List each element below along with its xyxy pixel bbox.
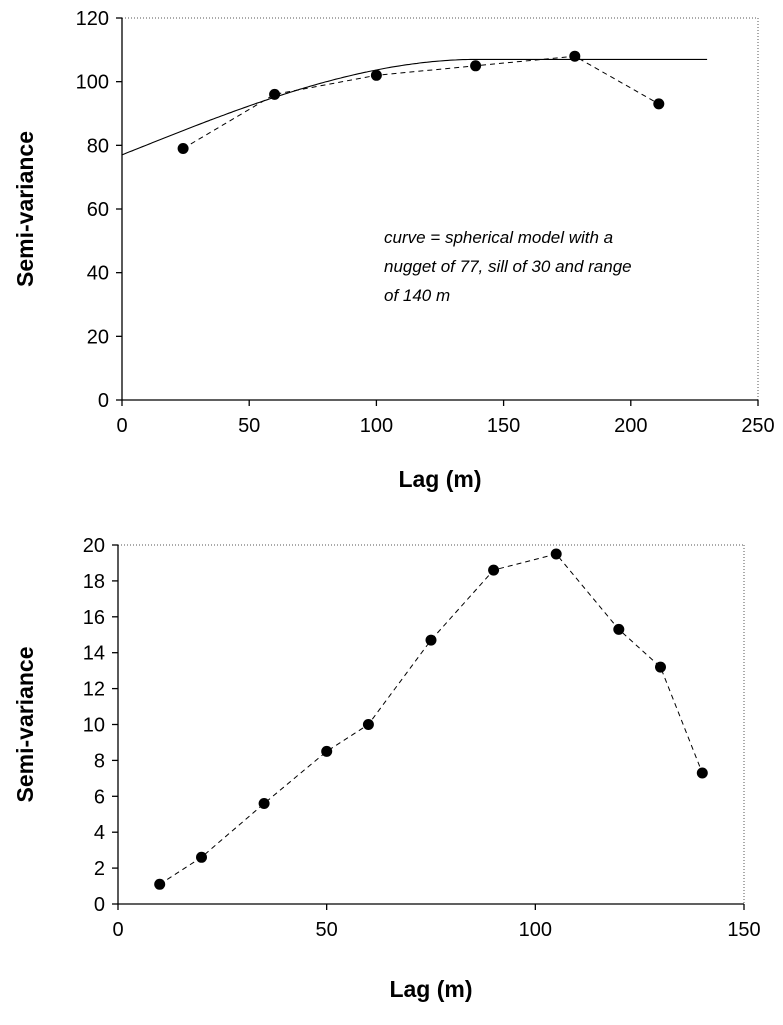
x-tick-label: 0 xyxy=(116,415,127,437)
annotation-line: curve = spherical model with a xyxy=(384,228,613,247)
x-tick-label: 200 xyxy=(614,415,647,437)
y-tick-label: 14 xyxy=(83,643,105,665)
data-point xyxy=(177,143,189,154)
y-tick-label: 10 xyxy=(83,715,105,737)
x-tick-label: 50 xyxy=(238,415,260,437)
data-point xyxy=(269,88,281,100)
y-tick-label: 18 xyxy=(83,571,105,593)
chart-top-semivariogram: 0 50 100 150 200 250 0 20 40 60 80 100 120 Lag (m) Sem… xyxy=(12,8,775,492)
data-point xyxy=(488,564,500,576)
data-point xyxy=(569,50,581,62)
y-axis-title: Semi-variance xyxy=(12,647,38,803)
data-point xyxy=(653,98,665,110)
y-tick-label: 4 xyxy=(94,822,105,844)
x-tick-label: 100 xyxy=(360,415,393,437)
series-dashed-line xyxy=(159,553,703,885)
y-tick-label: 100 xyxy=(76,72,109,94)
data-point xyxy=(258,798,270,809)
annotation-line: of 140 m xyxy=(384,286,450,305)
chart-bottom-semivariogram: 0 50 100 150 0 2 4 6 8 10 12 14 16 18 20 Lag (m) Semi-va… xyxy=(12,535,761,1002)
y-tick-label: 40 xyxy=(87,263,109,285)
y-tick-label: 12 xyxy=(83,679,105,701)
data-point xyxy=(370,69,382,81)
y-tick-label: 120 xyxy=(76,8,109,30)
series-dashed-line xyxy=(182,55,660,149)
y-axis-title: Semi-variance xyxy=(12,131,38,287)
data-point xyxy=(613,623,625,635)
x-tick-label: 100 xyxy=(519,919,552,941)
data-point xyxy=(321,745,333,757)
y-tick-label: 8 xyxy=(94,750,105,772)
data-point xyxy=(655,661,666,673)
annotation-line: nugget of 77, sill of 30 and range xyxy=(384,257,632,276)
y-tick-label: 20 xyxy=(83,535,105,557)
y-tick-label: 80 xyxy=(87,135,109,157)
x-tick-label: 150 xyxy=(727,919,760,941)
y-tick-label: 2 xyxy=(94,858,105,880)
data-point xyxy=(470,60,482,72)
x-axis-title: Lag (m) xyxy=(389,976,472,1002)
x-tick-label: 150 xyxy=(487,415,520,437)
x-axis-title: Lag (m) xyxy=(398,466,481,492)
data-point xyxy=(425,634,437,646)
data-point xyxy=(154,878,166,890)
x-tick-label: 50 xyxy=(316,919,338,941)
data-point xyxy=(196,851,207,863)
x-tick-label: 250 xyxy=(741,415,774,437)
x-tick-label: 0 xyxy=(112,919,123,941)
y-tick-label: 20 xyxy=(87,326,109,348)
y-tick-label: 0 xyxy=(94,894,105,916)
data-point xyxy=(362,719,374,730)
data-point xyxy=(550,548,562,560)
y-tick-label: 60 xyxy=(87,199,109,221)
y-tick-label: 6 xyxy=(94,786,105,808)
y-tick-label: 0 xyxy=(98,390,109,412)
y-tick-label: 16 xyxy=(83,607,105,629)
data-point xyxy=(696,767,708,779)
spherical-model-curve xyxy=(121,58,708,156)
